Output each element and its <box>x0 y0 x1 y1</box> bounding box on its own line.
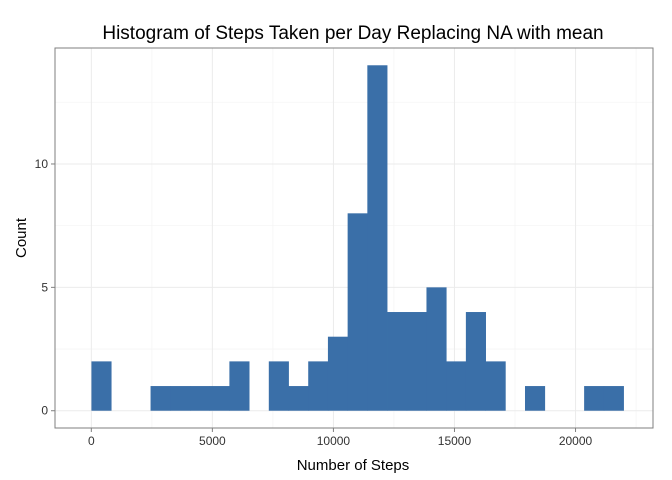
histogram-bar <box>524 386 546 411</box>
histogram-bar <box>367 65 388 411</box>
histogram-bar <box>209 386 230 411</box>
bars <box>91 65 624 411</box>
x-tick-label: 20000 <box>559 434 593 448</box>
plot-panel-border <box>54 47 654 429</box>
histogram-bar <box>189 386 211 411</box>
histogram-bar <box>229 361 250 411</box>
x-tick-label: 0 <box>88 434 95 448</box>
histogram-bar <box>170 386 191 411</box>
histogram-bar <box>406 312 427 411</box>
y-tick-label: 5 <box>41 280 48 294</box>
histogram-bar <box>465 312 486 411</box>
x-tick-label: 5000 <box>199 434 226 448</box>
histogram-bar <box>387 312 408 411</box>
histogram-bar <box>584 386 605 411</box>
histogram-bar <box>268 361 289 411</box>
histogram-bar <box>446 361 467 411</box>
x-tick-label: 15000 <box>438 434 472 448</box>
y-axis-ticks: 0 5 10 <box>35 157 55 418</box>
y-tick-label: 10 <box>35 157 49 171</box>
histogram-bar <box>150 386 171 411</box>
y-axis-title: Count <box>13 217 30 258</box>
histogram-bar <box>288 386 309 411</box>
x-tick-label: 10000 <box>317 434 351 448</box>
x-axis-title: Number of Steps <box>297 457 410 474</box>
histogram-bar <box>327 336 349 411</box>
histogram-bar <box>603 386 624 411</box>
chart-title: Histogram of Steps Taken per Day Replaci… <box>102 23 603 44</box>
histogram-bar <box>485 361 506 411</box>
histogram-bar <box>308 361 329 411</box>
histogram-bar <box>91 361 112 411</box>
histogram-bar <box>347 213 368 411</box>
y-tick-label: 0 <box>41 404 48 418</box>
histogram-bar <box>426 287 447 411</box>
x-axis-ticks: 0 5000 10000 15000 20000 <box>88 428 593 448</box>
